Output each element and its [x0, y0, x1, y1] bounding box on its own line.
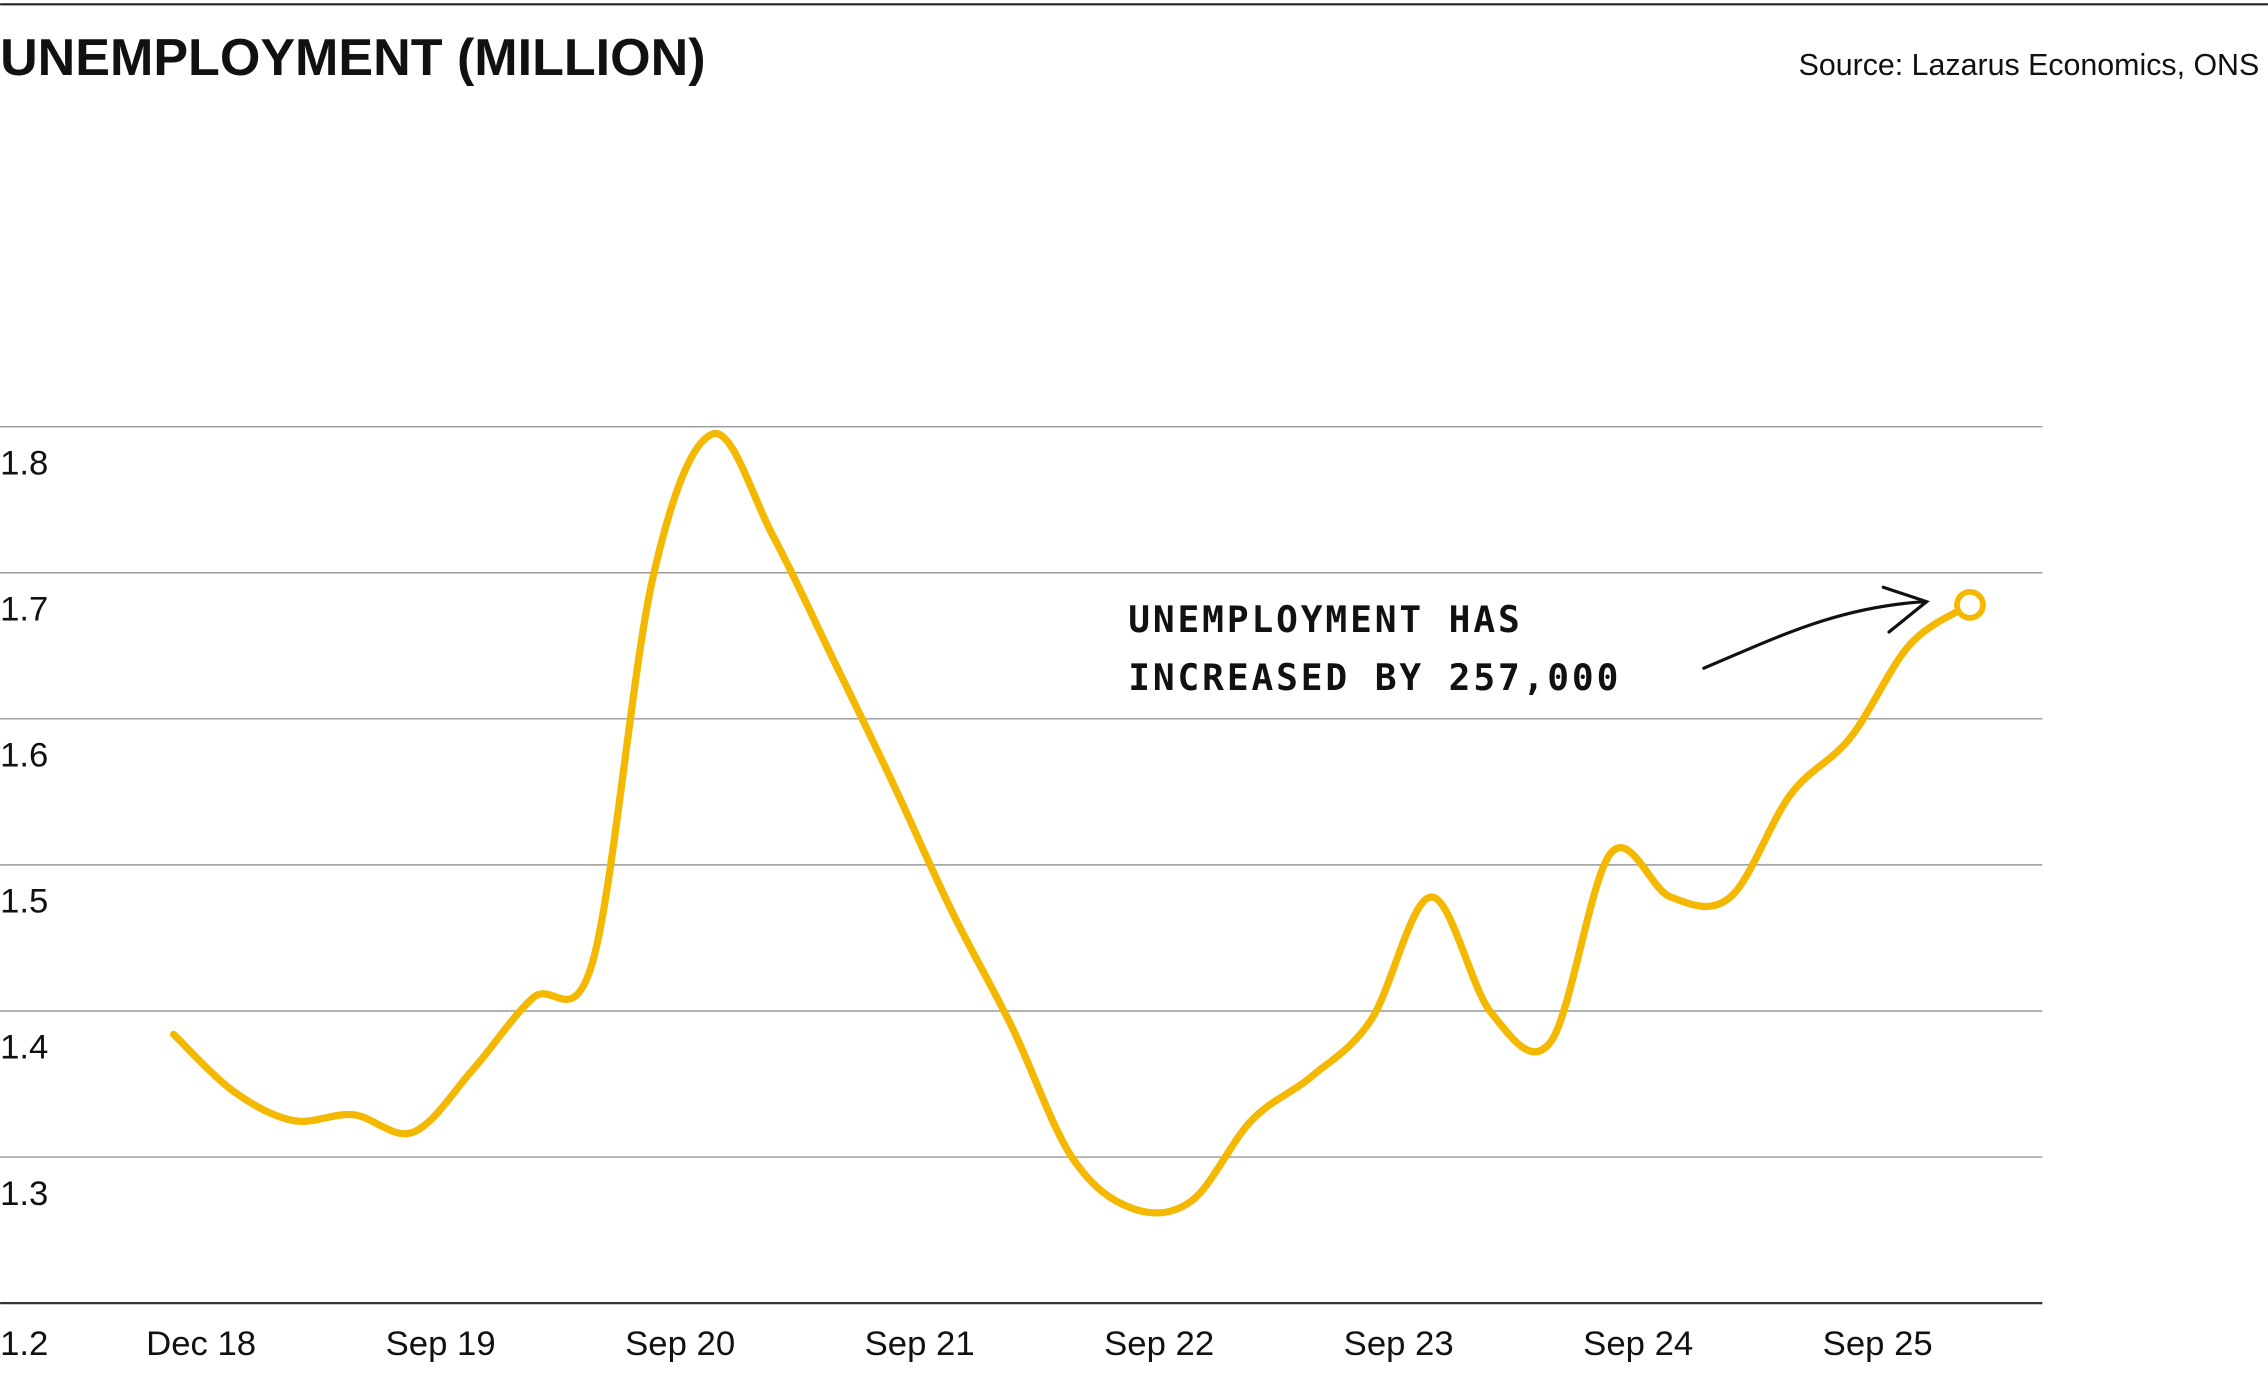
x-tick-label: Sep 21 — [865, 1325, 975, 1363]
x-tick-label: Dec 18 — [146, 1325, 256, 1363]
x-tick-label: Sep 22 — [1104, 1325, 1214, 1363]
annotation-arrow — [1702, 585, 1930, 670]
y-tick-label: 1.6 — [0, 737, 48, 775]
x-tick-label: Sep 24 — [1583, 1325, 1693, 1363]
end-marker — [1954, 588, 1986, 621]
source: Source: Lazarus Economics, ONS — [1799, 49, 2260, 82]
x-tick-label: Sep 23 — [1344, 1325, 1454, 1363]
chart-title: UNEMPLOYMENT (MILLION) — [0, 29, 705, 87]
x-tick-label: Sep 20 — [625, 1325, 735, 1363]
annotation: INCREASED BY 257,000 — [1128, 656, 1621, 699]
x-tick-label: Sep 19 — [386, 1325, 496, 1363]
x-tick-label: Sep 25 — [1823, 1325, 1933, 1363]
y-tick-label: 1.2 — [0, 1325, 48, 1363]
y-tick-label: 1.3 — [0, 1175, 48, 1213]
y-tick-label: 1.5 — [0, 883, 48, 921]
annotation: UNEMPLOYMENT HAS — [1128, 598, 1522, 641]
y-tick-label: 1.4 — [0, 1029, 48, 1067]
line — [170, 430, 1974, 1217]
y-tick-label: 1.7 — [0, 590, 48, 628]
y-tick-label: 1.8 — [0, 444, 48, 482]
